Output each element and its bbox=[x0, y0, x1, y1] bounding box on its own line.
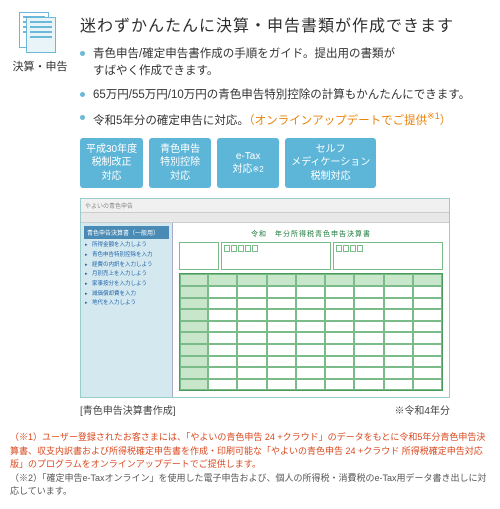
badge-line: e-Tax bbox=[223, 150, 273, 164]
bullet-1: 青色申告/確定申告書作成の手順をガイド。提出用の書類が すばやく作成できます。 bbox=[80, 46, 490, 81]
bullet-dot-icon bbox=[80, 51, 85, 56]
sidebar-item: 減価償却費を入力 bbox=[84, 290, 169, 300]
caption-left: [青色申告決算書作成] bbox=[80, 402, 176, 417]
form-box bbox=[333, 242, 443, 270]
bullet-dot-icon bbox=[80, 115, 85, 120]
caption-right: ※令和4年分 bbox=[394, 402, 450, 417]
badge-line: 青色申告 bbox=[155, 143, 205, 157]
form-title: 令和 年分所得税青色申告決算書 bbox=[179, 229, 443, 239]
badge-sup: ※2 bbox=[253, 165, 264, 174]
badge-line: 税制対応 bbox=[291, 170, 370, 184]
badge-line: 特別控除 bbox=[155, 156, 205, 170]
bullet-3: 令和5年分の確定申告に対応。（オンラインアップデートでご提供※1） bbox=[80, 110, 490, 130]
form-table bbox=[179, 273, 443, 391]
app-screenshot: やよいの青色申告 青色申告決算書（一般用） 所得金額を入力しよう 青色申告特別控… bbox=[80, 198, 450, 398]
sidebar-item: 経費の内訳を入力しよう bbox=[84, 261, 169, 271]
window-titlebar: やよいの青色申告 bbox=[81, 199, 449, 213]
bullet-dot-icon bbox=[80, 92, 85, 97]
badge-tax-reform: 平成30年度 税制改正 対応 bbox=[80, 138, 143, 189]
sup-note: ※1 bbox=[427, 111, 440, 121]
badge-line: 対応 bbox=[86, 170, 137, 184]
badge-row: 平成30年度 税制改正 対応 青色申告 特別控除 対応 e-Tax 対応※2 セ… bbox=[80, 138, 490, 189]
footnotes: （※1）ユーザー登録されたお客さまには、「やよいの青色申告 24 +クラウド」の… bbox=[0, 425, 500, 509]
badge-etax: e-Tax 対応※2 bbox=[217, 138, 279, 189]
sidebar-item: 地代を入力しよう bbox=[84, 299, 169, 309]
doc-icon bbox=[19, 12, 61, 54]
badge-line: セルフ bbox=[291, 143, 370, 157]
bullet-orange-end: ） bbox=[440, 115, 452, 127]
window-title: やよいの青色申告 bbox=[85, 201, 133, 210]
badge-line: 平成30年度 bbox=[86, 143, 137, 157]
sidebar-item: 月別売上を入力しよう bbox=[84, 270, 169, 280]
badge-line: メディケーション bbox=[291, 156, 370, 170]
bullet-text: 65万円/55万円/10万円の青色申告特別控除の計算もかんたんにできます。 bbox=[93, 87, 470, 104]
footnote-1: （※1）ユーザー登録されたお客さまには、「やよいの青色申告 24 +クラウド」の… bbox=[10, 431, 490, 472]
bullet-text: すばやく作成できます。 bbox=[93, 65, 218, 77]
badge-line: 対応 bbox=[233, 164, 253, 175]
form-header-boxes bbox=[179, 242, 443, 270]
window-toolbar bbox=[81, 213, 449, 223]
badge-self-medication: セルフ メディケーション 税制対応 bbox=[285, 138, 376, 189]
sidebar-item: 青色申告特別控除を入力 bbox=[84, 251, 169, 261]
sidebar-item: 所得金額を入力しよう bbox=[84, 241, 169, 251]
badge-line: 対応 bbox=[155, 170, 205, 184]
bullet-2: 65万円/55万円/10万円の青色申告特別控除の計算もかんたんにできます。 bbox=[80, 87, 490, 104]
sidebar-header: 青色申告決算書（一般用） bbox=[84, 226, 169, 239]
form-box bbox=[221, 242, 331, 270]
badge-line: 税制改正 bbox=[86, 156, 137, 170]
bullet-text: 令和5年分の確定申告に対応。 bbox=[93, 115, 249, 127]
sidebar-item: 家事按分を入力しよう bbox=[84, 280, 169, 290]
headline: 迷わずかんたんに決算・申告書類が作成できます bbox=[80, 12, 490, 36]
footnote-2: （※2）「確定申告e-Taxオンライン」を使用した電子申告および、個人の所得税・… bbox=[10, 472, 490, 499]
badge-blue-deduction: 青色申告 特別控除 対応 bbox=[149, 138, 211, 189]
sidebar: 青色申告決算書（一般用） 所得金額を入力しよう 青色申告特別控除を入力 経費の内… bbox=[81, 223, 173, 397]
bullet-text: 青色申告/確定申告書作成の手順をガイド。提出用の書類が bbox=[93, 48, 395, 60]
section-label: 決算・申告 bbox=[10, 58, 70, 74]
bullet-orange: （オンラインアップデートでご提供 bbox=[249, 115, 427, 127]
form-box bbox=[179, 242, 219, 270]
form-main: 令和 年分所得税青色申告決算書 bbox=[173, 223, 449, 397]
caption-row: [青色申告決算書作成] ※令和4年分 bbox=[80, 402, 450, 417]
